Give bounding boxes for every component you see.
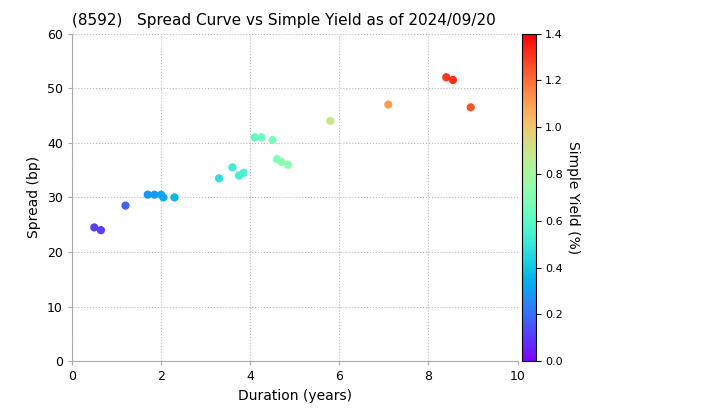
Point (276, 158, 287, 165)
Point (158, 194, 169, 201)
Point (441, 74, 452, 81)
Y-axis label: Simple Yield (%): Simple Yield (%) (566, 141, 580, 254)
Point (95, 227, 107, 234)
Point (156, 191, 167, 198)
Point (142, 191, 153, 198)
Point (282, 161, 294, 168)
X-axis label: Duration (years): Duration (years) (238, 389, 352, 403)
Point (465, 104, 477, 110)
Point (238, 169, 249, 176)
Text: (8592)   Spread Curve vs Simple Yield as of 2024/09/20: (8592) Spread Curve vs Simple Yield as o… (72, 13, 496, 28)
Point (213, 175, 225, 181)
Point (382, 101, 394, 108)
Point (266, 136, 278, 143)
Point (120, 202, 131, 209)
Point (148, 191, 160, 198)
Point (325, 118, 336, 124)
Point (256, 134, 267, 141)
Point (249, 134, 261, 141)
Point (447, 76, 459, 83)
Y-axis label: Spread (bp): Spread (bp) (27, 156, 42, 239)
Point (89, 224, 100, 231)
Point (271, 156, 283, 163)
Point (227, 164, 238, 171)
Point (233, 172, 245, 179)
Point (168, 194, 180, 201)
